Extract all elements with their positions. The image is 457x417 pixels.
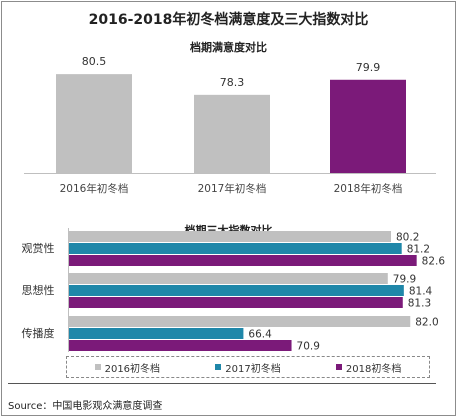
index-value-label: 80.2 [396, 232, 419, 244]
legend: 2016初冬档 2017初冬档 2018初冬档 [66, 356, 430, 378]
index-bar [68, 255, 417, 266]
index-bar [68, 316, 411, 327]
index-bar [68, 231, 391, 242]
legend-item-2017: 2017初冬档 [215, 360, 281, 375]
legend-swatch-2018 [335, 364, 342, 370]
index-value-label: 81.2 [407, 244, 430, 256]
index-value-label: 66.4 [248, 329, 272, 341]
index-category-label: 观赏性 [22, 241, 55, 255]
index-category-label: 传播度 [22, 326, 55, 340]
index-bar [68, 297, 403, 308]
satisfaction-value-label: 79.9 [356, 61, 381, 74]
legend-item-2016: 2016初冬档 [94, 360, 161, 375]
category-tick-label: 2017年初冬档 [198, 182, 267, 195]
index-value-label: 82.0 [415, 317, 438, 329]
satisfaction-bar [56, 74, 132, 173]
index-bar [68, 285, 404, 296]
category-tick-label: 2016年初冬档 [60, 182, 129, 195]
satisfaction-bar [194, 94, 270, 173]
index-value-label: 81.3 [408, 298, 431, 310]
satisfaction-value-label: 78.3 [220, 76, 245, 89]
index-value-label: 79.9 [393, 274, 416, 286]
index-bar [68, 273, 388, 284]
legend-label-2018: 2018初冬档 [345, 363, 402, 375]
source-divider [8, 383, 436, 384]
index-bar [68, 340, 292, 351]
satisfaction-bar [330, 79, 406, 173]
legend-swatch-2016 [94, 364, 101, 370]
chart-main-title: 2016-2018年初冬档满意度及三大指数对比 [88, 12, 369, 28]
legend-label-2016: 2016初冬档 [104, 363, 161, 375]
legend-item-2018: 2018初冬档 [335, 360, 402, 375]
bar-chart-title: 档期满意度对比 [190, 41, 267, 54]
source-note: Source：中国电影观众满意度调查 [8, 401, 163, 412]
legend-swatch-2017 [215, 364, 222, 370]
index-value-label: 81.4 [409, 286, 433, 298]
index-value-label: 82.6 [422, 256, 446, 268]
index-value-label: 70.9 [297, 341, 320, 353]
legend-label-2017: 2017初冬档 [225, 363, 281, 375]
satisfaction-value-label: 80.5 [82, 55, 107, 68]
index-bar [68, 328, 244, 339]
index-bar [68, 243, 402, 254]
index-category-label: 思想性 [22, 283, 55, 297]
category-tick-label: 2018年初冬档 [334, 182, 403, 195]
